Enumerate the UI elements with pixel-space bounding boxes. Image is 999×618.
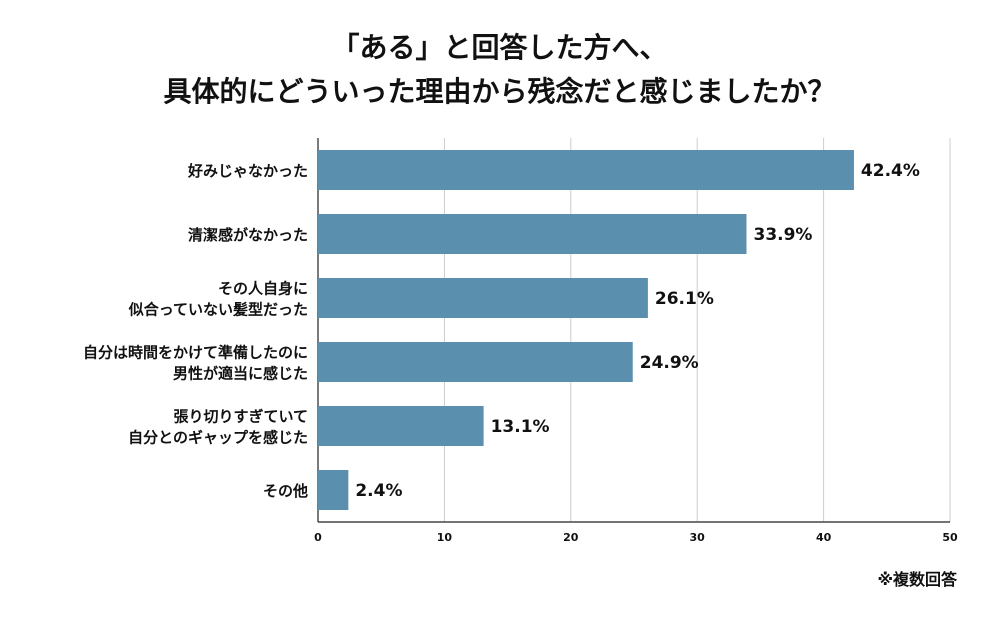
data-label: 24.9%	[640, 353, 699, 373]
data-label: 2.4%	[355, 481, 402, 501]
bar	[318, 278, 648, 318]
data-label: 33.9%	[753, 225, 812, 245]
category-label: 自分は時間をかけて準備したのに	[83, 344, 308, 362]
category-label: 張り切りすぎていて	[173, 408, 308, 426]
x-tick-label: 20	[563, 531, 579, 544]
bar	[318, 406, 484, 446]
category-label: その人自身に	[218, 280, 308, 298]
x-tick-label: 50	[942, 531, 958, 544]
category-label: 自分とのギャップを感じた	[128, 429, 308, 447]
x-tick-label: 40	[816, 531, 832, 544]
chart-title-line-1: 「ある」と回答した方へ、	[331, 31, 668, 64]
bar	[318, 470, 349, 510]
bar	[318, 214, 747, 254]
category-label: 男性が適当に感じた	[173, 365, 308, 383]
data-label: 26.1%	[655, 289, 714, 309]
category-label: 好みじゃなかった	[187, 162, 308, 180]
x-tick-label: 0	[314, 531, 322, 544]
data-label: 13.1%	[491, 417, 550, 437]
footnote: ※複数回答	[877, 570, 957, 589]
category-label: その他	[263, 482, 308, 500]
bar	[318, 150, 854, 190]
category-label: 清潔感がなかった	[188, 226, 308, 244]
x-tick-label: 10	[437, 531, 453, 544]
chart-title-line-2: 具体的にどういった理由から残念だと感じましたか？	[163, 75, 836, 108]
bar	[318, 342, 633, 382]
category-label: 似合っていない髪型だった	[128, 301, 308, 319]
data-label: 42.4%	[861, 161, 920, 181]
x-tick-label: 30	[690, 531, 706, 544]
